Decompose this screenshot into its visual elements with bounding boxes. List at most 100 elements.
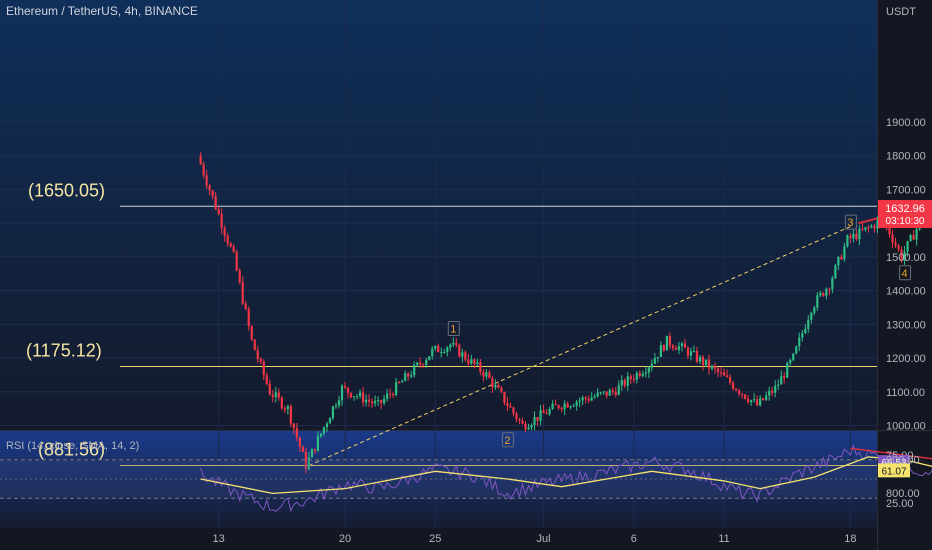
- y-tick-label: 800.00: [886, 488, 920, 500]
- candle-body: [530, 424, 533, 428]
- candle-body: [316, 436, 320, 451]
- candle-body: [680, 343, 684, 347]
- candle-body: [572, 405, 575, 407]
- candle-body: [725, 375, 729, 377]
- wave-label: 1: [450, 323, 456, 335]
- candle-body: [897, 245, 900, 250]
- candle-body: [777, 384, 780, 386]
- candle-body: [804, 328, 807, 334]
- y-tick-label: 1100.00: [886, 387, 925, 399]
- candle-body: [301, 446, 304, 452]
- candle-body: [334, 405, 338, 407]
- candle-body: [533, 417, 536, 425]
- candle-body: [846, 235, 849, 247]
- candle-body: [596, 392, 599, 397]
- candle-body: [220, 214, 223, 229]
- candle-body: [560, 408, 563, 410]
- currency-label: USDT: [886, 6, 916, 18]
- candle-body: [641, 373, 644, 377]
- candle-body: [202, 164, 205, 176]
- candle-body: [211, 190, 214, 197]
- candle-body: [771, 390, 774, 393]
- candle-body: [566, 403, 569, 408]
- candle-body: [524, 423, 527, 430]
- candle-body: [801, 333, 804, 338]
- candle-body: [470, 359, 473, 364]
- candle-body: [425, 360, 428, 365]
- candle-body: [849, 235, 852, 239]
- candle-body: [765, 395, 768, 400]
- candle-body: [915, 229, 918, 240]
- candle-body: [307, 457, 310, 470]
- candle-body: [759, 398, 762, 406]
- candle-body: [831, 278, 834, 290]
- candle-body: [707, 359, 711, 369]
- candle-body: [319, 433, 323, 437]
- candle-body: [734, 388, 738, 391]
- candle-body: [692, 350, 696, 352]
- candle-body: [864, 227, 867, 230]
- candle-body: [247, 308, 250, 327]
- wave-label-box: [501, 432, 514, 448]
- candle-body: [383, 398, 386, 404]
- candle-body: [277, 392, 280, 398]
- candle-body: [352, 396, 356, 398]
- candle-body: [584, 397, 587, 399]
- candle-body: [262, 361, 265, 376]
- candle-body: [214, 196, 217, 210]
- candle-body: [686, 347, 690, 356]
- y-tick-label: 900.00: [886, 454, 920, 466]
- candle-body: [783, 376, 786, 378]
- y-tick-label: 1800.00: [886, 151, 926, 163]
- candle-body: [512, 407, 515, 414]
- candle-body: [909, 234, 912, 241]
- candle-body: [355, 396, 359, 398]
- candle-body: [888, 225, 891, 235]
- wave-label: 2: [504, 435, 510, 447]
- x-tick-label: 20: [339, 533, 351, 545]
- candle-body: [789, 360, 792, 364]
- candle-body: [449, 344, 452, 348]
- candle-body: [605, 391, 608, 396]
- y-tick-label: 1900.00: [886, 117, 926, 129]
- candle-body: [494, 384, 497, 388]
- candle-body: [446, 347, 449, 352]
- candle-body: [756, 399, 759, 406]
- rsi-divergence-line: [850, 447, 932, 460]
- candle-body: [497, 384, 500, 388]
- candle-body: [548, 409, 551, 415]
- candle-body: [223, 228, 226, 236]
- candle-body: [364, 399, 368, 403]
- candle-body: [455, 342, 458, 345]
- candle-body: [500, 387, 503, 392]
- candle-body: [410, 375, 413, 377]
- candle-body: [458, 344, 461, 357]
- candle-body: [713, 365, 717, 369]
- candle-body: [346, 387, 350, 393]
- candle-body: [404, 373, 407, 382]
- candle-body: [632, 379, 635, 381]
- candle-body: [792, 353, 795, 361]
- candle-body: [728, 376, 732, 383]
- candle-body: [229, 243, 232, 247]
- candle-body: [551, 403, 554, 410]
- candle-body: [413, 364, 416, 376]
- candle-body: [626, 376, 629, 386]
- candle-body: [370, 401, 374, 404]
- candle-body: [358, 392, 362, 397]
- candle-body: [587, 398, 590, 401]
- candle-body: [578, 400, 581, 402]
- candle-body: [590, 397, 593, 401]
- candle-body: [295, 428, 298, 438]
- candle-body: [698, 357, 702, 362]
- candle-body: [774, 385, 777, 393]
- candle-body: [539, 410, 542, 421]
- x-tick-label: 6: [631, 533, 637, 545]
- candle-body: [407, 373, 410, 377]
- candle-body: [437, 345, 440, 353]
- candle-body: [861, 228, 864, 230]
- y-tick-label: 1400.00: [886, 286, 926, 298]
- candle-body: [398, 382, 401, 384]
- candle-body: [289, 406, 292, 424]
